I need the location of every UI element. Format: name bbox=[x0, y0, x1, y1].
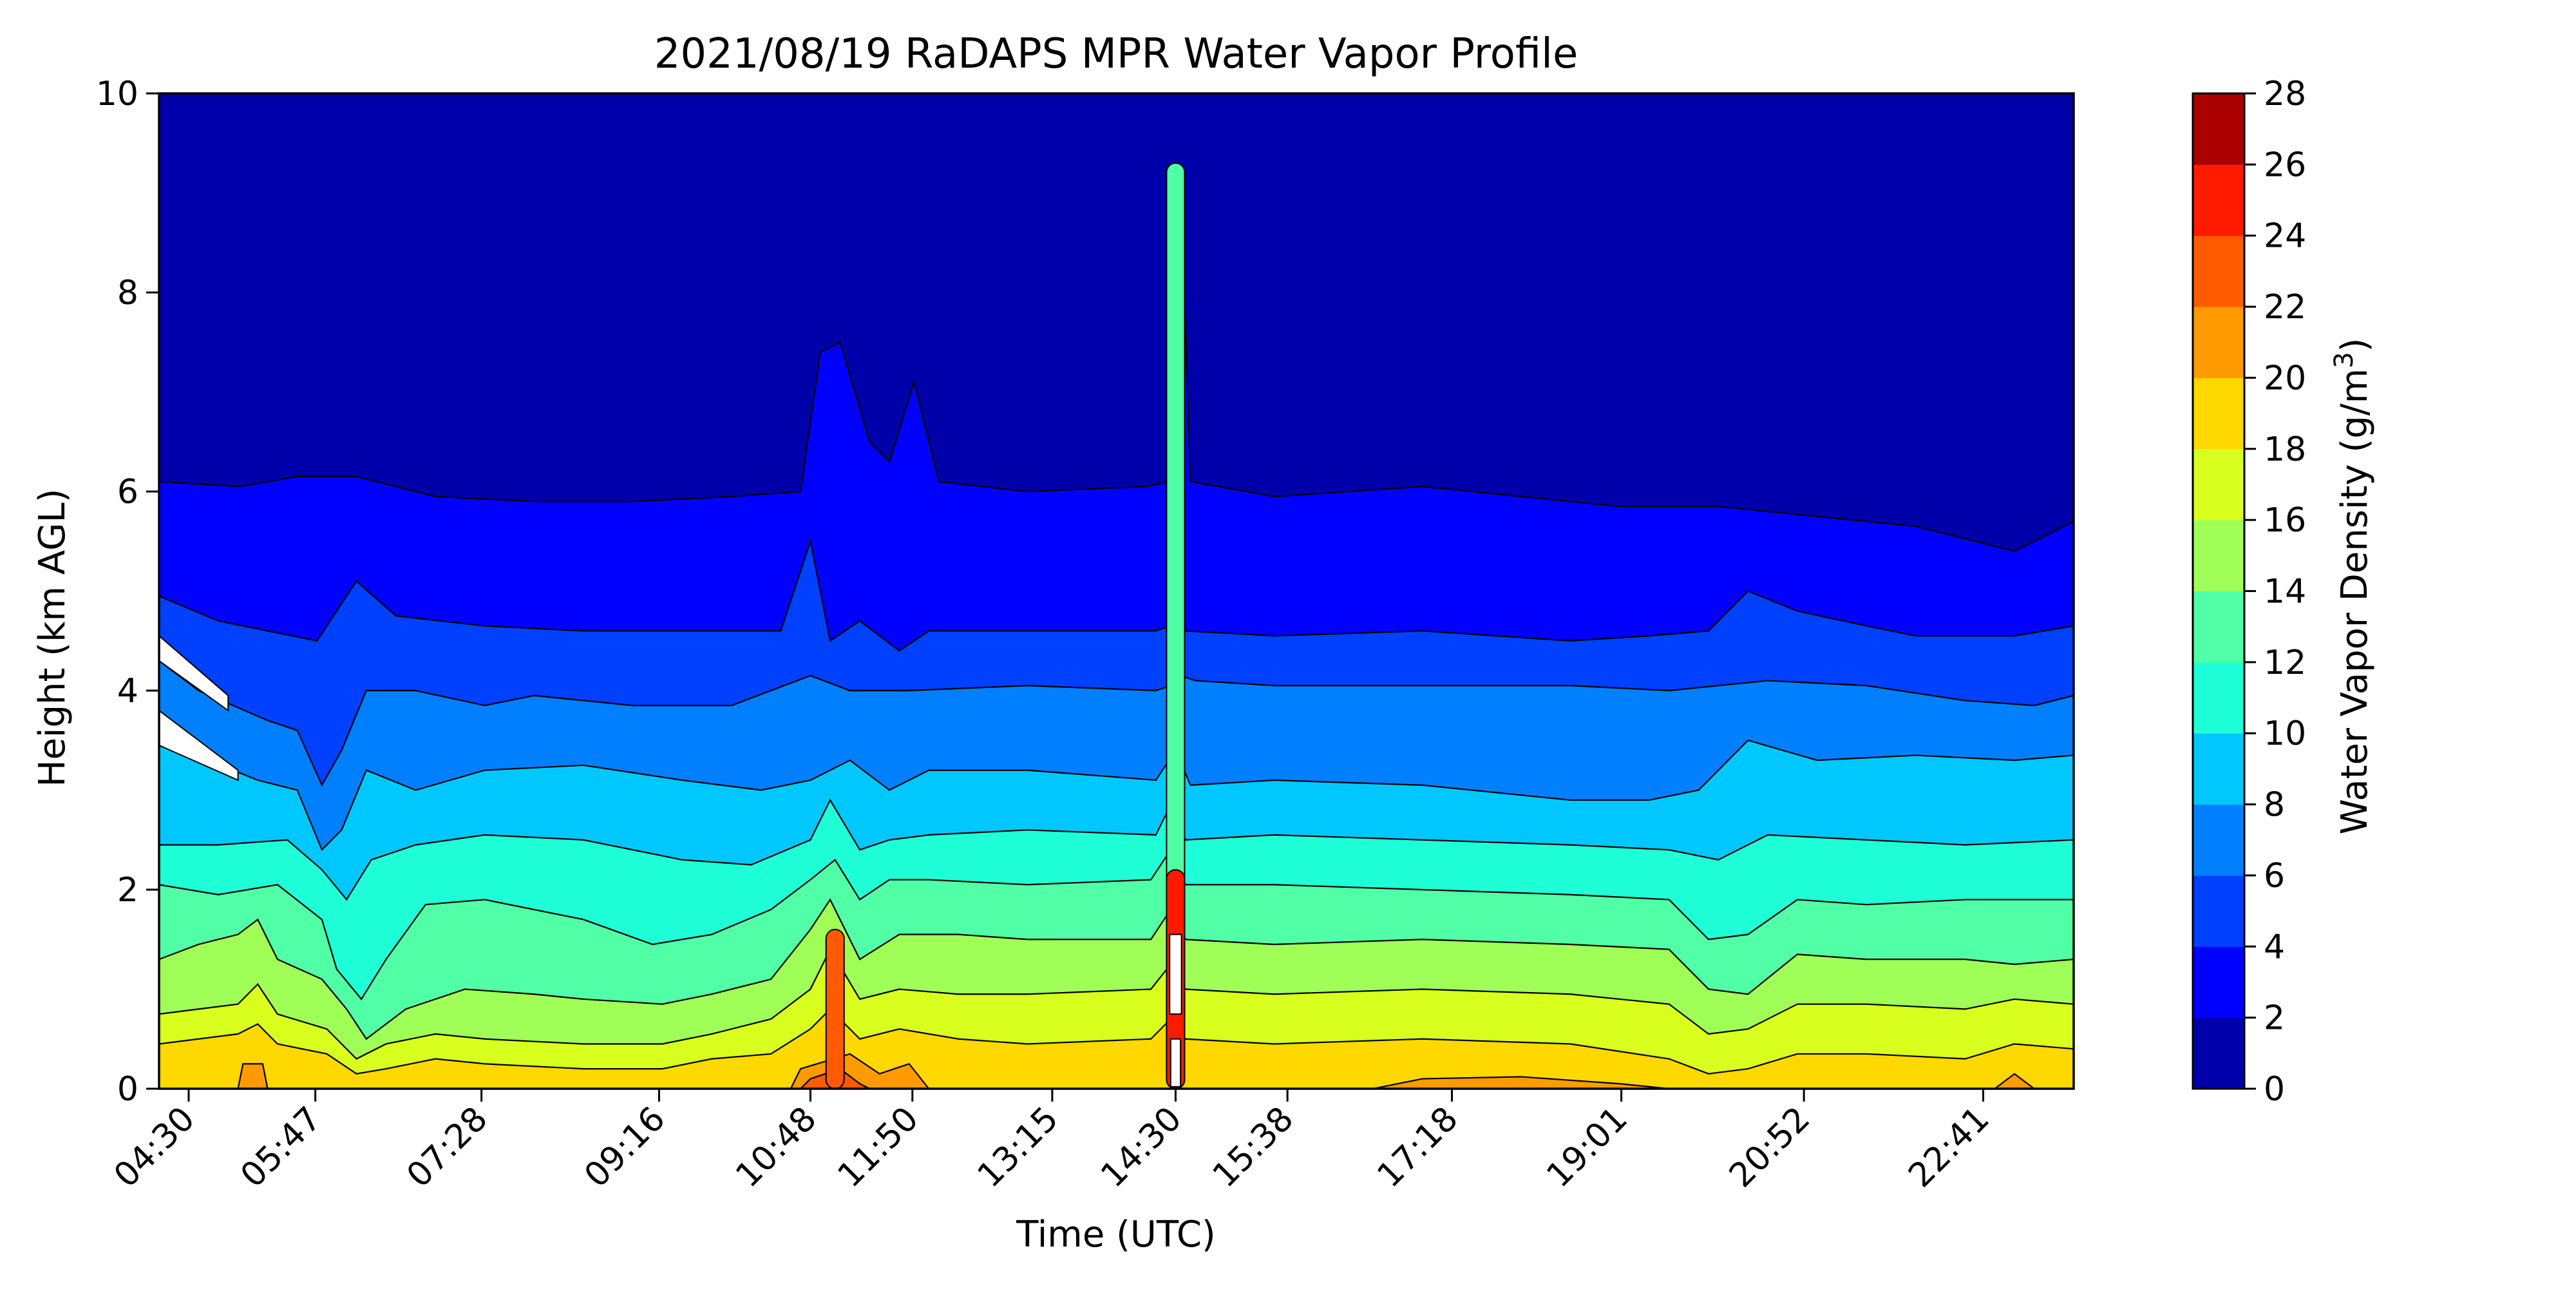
contour-line-4 bbox=[159, 538, 2074, 652]
x-tick-label: 17:18 bbox=[1370, 1100, 1465, 1195]
x-axis: 04:30 05:47 07:28 09:16 10:48 11:50 13:15 14:30… bbox=[107, 1089, 1997, 1195]
contour-line-2 bbox=[159, 163, 2074, 552]
plot-area bbox=[158, 92, 2075, 1090]
y-tick-label: 4 bbox=[117, 672, 138, 711]
contour-line-20 bbox=[159, 1053, 2074, 1089]
colorbar-swatch-16 bbox=[2193, 448, 2244, 521]
contour-line-6 bbox=[159, 660, 2074, 787]
colorbar-tick-label: 18 bbox=[2264, 430, 2306, 469]
plume-2 bbox=[825, 928, 845, 1089]
x-tick-label: 07:28 bbox=[399, 1100, 495, 1195]
colorbar-tick-label: 2 bbox=[2264, 999, 2285, 1038]
colorbar-swatch-2 bbox=[2193, 946, 2244, 1018]
colorbar-tick-label: 24 bbox=[2264, 217, 2306, 256]
x-tick-label: 05:47 bbox=[233, 1100, 328, 1195]
colorbar-tick-label: 4 bbox=[2264, 928, 2285, 966]
colorbar-tick-label: 0 bbox=[2264, 1070, 2285, 1109]
contour-line-18 bbox=[159, 1008, 2074, 1075]
colorbar-swatch-8 bbox=[2193, 733, 2244, 805]
missing-data-region-2 bbox=[1169, 933, 1182, 1015]
missing-data-region-0 bbox=[159, 635, 229, 712]
colorbar-tick-label: 14 bbox=[2264, 573, 2306, 611]
colorbar-tick-label: 26 bbox=[2264, 146, 2306, 184]
colorbar-tick-label: 22 bbox=[2264, 288, 2306, 327]
y-tick-label: 8 bbox=[117, 274, 138, 312]
colorbar-tick-label: 28 bbox=[2264, 75, 2306, 113]
x-tick-label: 04:30 bbox=[107, 1100, 202, 1195]
x-tick-label: 22:41 bbox=[1901, 1100, 1996, 1195]
x-tick-label: 19:01 bbox=[1539, 1100, 1634, 1195]
colorbar-swatch-22 bbox=[2193, 235, 2244, 307]
y-tick-label: 2 bbox=[117, 871, 138, 910]
colorbar-tick-label: 12 bbox=[2264, 644, 2306, 682]
x-axis-label: Time (UTC) bbox=[1016, 1214, 1216, 1256]
contour-line-14 bbox=[159, 898, 2074, 1040]
chart-title: 2021/08/19 RaDAPS MPR Water Vapor Profil… bbox=[654, 30, 1578, 78]
x-tick-label: 10:48 bbox=[728, 1100, 824, 1195]
missing-data-region-1 bbox=[159, 709, 239, 781]
colorbar-swatch-20 bbox=[2193, 307, 2244, 378]
y-axis: 0 2 4 6 8 10 bbox=[96, 75, 159, 1109]
colorbar-swatch-6 bbox=[2193, 804, 2244, 876]
x-tick-label: 11:50 bbox=[831, 1100, 926, 1195]
colorbar-swatch-14 bbox=[2193, 520, 2244, 591]
y-axis-label: Height (km AGL) bbox=[32, 488, 73, 787]
colorbar-tick-label: 8 bbox=[2264, 786, 2285, 825]
colorbar-tick-label: 10 bbox=[2264, 714, 2306, 753]
y-tick-label: 6 bbox=[117, 473, 138, 512]
colorbar-swatch-4 bbox=[2193, 875, 2244, 947]
colorbar-tick-label: 6 bbox=[2264, 857, 2285, 895]
contour-line-12 bbox=[159, 848, 2074, 1000]
colorbar-swatch-12 bbox=[2193, 591, 2244, 663]
colorbar-swatch-0 bbox=[2193, 1017, 2244, 1089]
x-tick-label: 14:30 bbox=[1094, 1100, 1189, 1195]
y-tick-label: 0 bbox=[117, 1070, 138, 1109]
colorbar-swatch-18 bbox=[2193, 378, 2244, 450]
x-tick-label: 09:16 bbox=[577, 1100, 672, 1195]
x-tick-label: 20:52 bbox=[1722, 1100, 1817, 1195]
colorbar-tick-label: 20 bbox=[2264, 359, 2306, 397]
missing-data-region-3 bbox=[1170, 1038, 1182, 1087]
contour-line-16 bbox=[159, 948, 2074, 1060]
colorbar-swatch-24 bbox=[2193, 164, 2244, 236]
y-tick-label: 10 bbox=[96, 75, 138, 113]
contour-line-10 bbox=[159, 798, 2074, 901]
colorbar-tick-label: 16 bbox=[2264, 501, 2306, 540]
colorbar-label: Water Vapor Density (g/m3) bbox=[2329, 338, 2376, 834]
colorbar-swatch-10 bbox=[2193, 662, 2244, 734]
x-tick-label: 13:15 bbox=[971, 1100, 1066, 1195]
x-tick-label: 15:38 bbox=[1206, 1100, 1301, 1195]
plot-frame bbox=[158, 92, 2075, 1090]
contour-line-8 bbox=[159, 740, 2074, 852]
colorbar-swatch-26 bbox=[2193, 93, 2244, 165]
